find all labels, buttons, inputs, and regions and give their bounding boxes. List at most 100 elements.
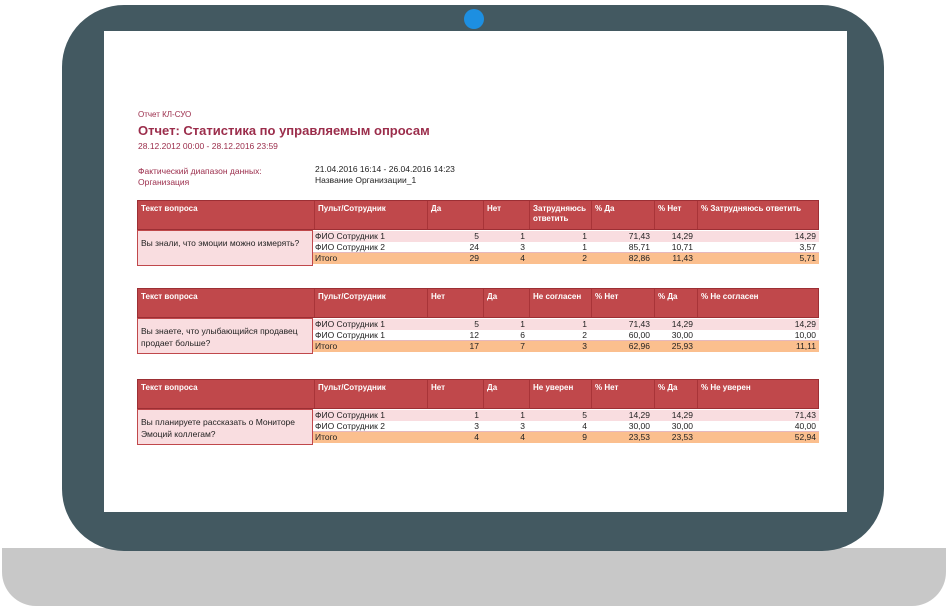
employee-label: ФИО Сотрудник 1 (315, 319, 385, 329)
table-row: ФИО Сотрудник 1 5 1 1 71,43 14,29 14,29 (313, 319, 819, 330)
value-cell: 5,71 (799, 253, 816, 263)
column-header: Текст вопроса (141, 383, 198, 392)
value-cell: 1 (582, 242, 587, 252)
column-header: % Да (654, 380, 697, 408)
organization-label: Организация (138, 177, 190, 187)
survey-table: Текст вопроса Пульт/Сотрудник Да Нет Затрудн… (137, 200, 819, 274)
value-cell: 85,71 (628, 242, 650, 252)
value-cell: 14,29 (671, 231, 693, 241)
value-cell: 4 (474, 432, 479, 442)
column-header: % Нет (591, 380, 654, 408)
employee-label: ФИО Сотрудник 1 (315, 410, 385, 420)
table-row: ФИО Сотрудник 1 12 6 2 60,00 30,00 10,00 (313, 330, 819, 341)
value-cell: 23,53 (671, 432, 693, 442)
report-code: Отчет КЛ-СУО (138, 110, 192, 119)
value-cell: 3 (474, 421, 479, 431)
table-header: Текст вопроса Пульт/Сотрудник Нет Да Не увер… (137, 379, 819, 409)
value-cell: 11,43 (672, 253, 693, 263)
value-cell: 14,29 (671, 410, 693, 420)
value-cell: 4 (520, 253, 525, 263)
value-cell: 25,93 (671, 341, 693, 351)
table-row: ФИО Сотрудник 2 3 3 4 30,00 30,00 40,00 (313, 421, 819, 432)
value-cell: 12 (469, 330, 479, 340)
value-cell: 7 (520, 341, 525, 351)
value-cell: 1 (582, 319, 587, 329)
survey-table: Текст вопроса Пульт/Сотрудник Нет Да Не согл… (137, 288, 819, 362)
value-cell: 62,96 (628, 341, 650, 351)
column-header: Затрудняюсь ответить (529, 201, 591, 229)
column-header: Текст вопроса (141, 292, 198, 301)
column-header: Да (427, 201, 483, 229)
question-text: Вы знали, что эмоции можно измерять? (137, 230, 313, 266)
value-cell: 4 (582, 421, 587, 431)
column-header: % Нет (654, 201, 697, 229)
value-cell: 5 (582, 410, 587, 420)
column-header: Пульт/Сотрудник (314, 289, 427, 317)
value-cell: 1 (520, 231, 525, 241)
value-cell: 29 (469, 253, 479, 263)
column-header: Не уверен (529, 380, 591, 408)
value-cell: 52,94 (794, 432, 816, 442)
total-row: Итого 4 4 9 23,53 23,53 52,94 (313, 432, 819, 443)
question-text: Вы знаете, что улыбающийся продавец прод… (137, 318, 313, 354)
report-title: Отчет: Статистика по управляемым опросам (138, 123, 430, 138)
column-header: Пульт/Сотрудник (314, 201, 427, 229)
organization-value: Название Организации_1 (315, 175, 417, 185)
value-cell: 14,29 (671, 319, 693, 329)
value-cell: 3 (520, 242, 525, 252)
value-cell: 5 (474, 231, 479, 241)
column-header: % Не уверен (697, 380, 820, 408)
column-header: Да (483, 289, 529, 317)
column-header: Пульт/Сотрудник (314, 380, 427, 408)
value-cell: 60,00 (628, 330, 650, 340)
column-header: Нет (483, 201, 529, 229)
value-cell: 24 (469, 242, 479, 252)
column-header: Нет (427, 380, 483, 408)
value-cell: 3 (520, 421, 525, 431)
value-cell: 10,00 (794, 330, 816, 340)
value-cell: 3,57 (799, 242, 816, 252)
column-header: Не согласен (529, 289, 591, 317)
value-cell: 71,43 (794, 410, 816, 420)
employee-label: ФИО Сотрудник 1 (315, 330, 385, 340)
value-cell: 1 (520, 319, 525, 329)
column-header: Да (483, 380, 529, 408)
value-cell: 2 (582, 253, 587, 263)
table-row: ФИО Сотрудник 2 24 3 1 85,71 10,71 3,57 (313, 242, 819, 253)
table-row: ФИО Сотрудник 1 1 1 5 14,29 14,29 71,43 (313, 410, 819, 421)
employee-label: Итого (315, 341, 338, 351)
value-cell: 3 (582, 341, 587, 351)
value-cell: 23,53 (628, 432, 650, 442)
value-cell: 11,11 (795, 341, 816, 351)
value-cell: 2 (582, 330, 587, 340)
column-header: % Не согласен (697, 289, 820, 317)
total-row: Итого 17 7 3 62,96 25,93 11,11 (313, 341, 819, 352)
actual-range-value: 21.04.2016 16:14 - 26.04.2016 14:23 (315, 164, 455, 174)
value-cell: 9 (582, 432, 587, 442)
value-cell: 82,86 (628, 253, 650, 263)
value-cell: 17 (469, 341, 479, 351)
value-cell: 71,43 (628, 231, 650, 241)
value-cell: 30,00 (671, 330, 693, 340)
column-header: Текст вопроса (141, 204, 198, 213)
employee-label: ФИО Сотрудник 1 (315, 231, 385, 241)
value-cell: 14,29 (794, 231, 816, 241)
report-date-range: 28.12.2012 00:00 - 28.12.2016 23:59 (138, 141, 278, 151)
question-text: Вы планируете рассказать о Мониторе Эмоц… (137, 409, 313, 445)
table-row: ФИО Сотрудник 1 5 1 1 71,43 14,29 14,29 (313, 231, 819, 242)
employee-label: Итого (315, 253, 338, 263)
column-header: % Да (654, 289, 697, 317)
value-cell: 30,00 (671, 421, 693, 431)
value-cell: 30,00 (628, 421, 650, 431)
employee-label: ФИО Сотрудник 2 (315, 242, 385, 252)
column-header: Нет (427, 289, 483, 317)
value-cell: 14,29 (794, 319, 816, 329)
column-header: % Затрудняюсь ответить (697, 201, 820, 229)
value-cell: 10,71 (671, 242, 693, 252)
employee-label: Итого (315, 432, 338, 442)
table-header: Текст вопроса Пульт/Сотрудник Нет Да Не согл… (137, 288, 819, 318)
column-header: % Да (591, 201, 654, 229)
survey-table: Текст вопроса Пульт/Сотрудник Нет Да Не увер… (137, 379, 819, 453)
laptop-base (2, 548, 946, 606)
employee-label: ФИО Сотрудник 2 (315, 421, 385, 431)
